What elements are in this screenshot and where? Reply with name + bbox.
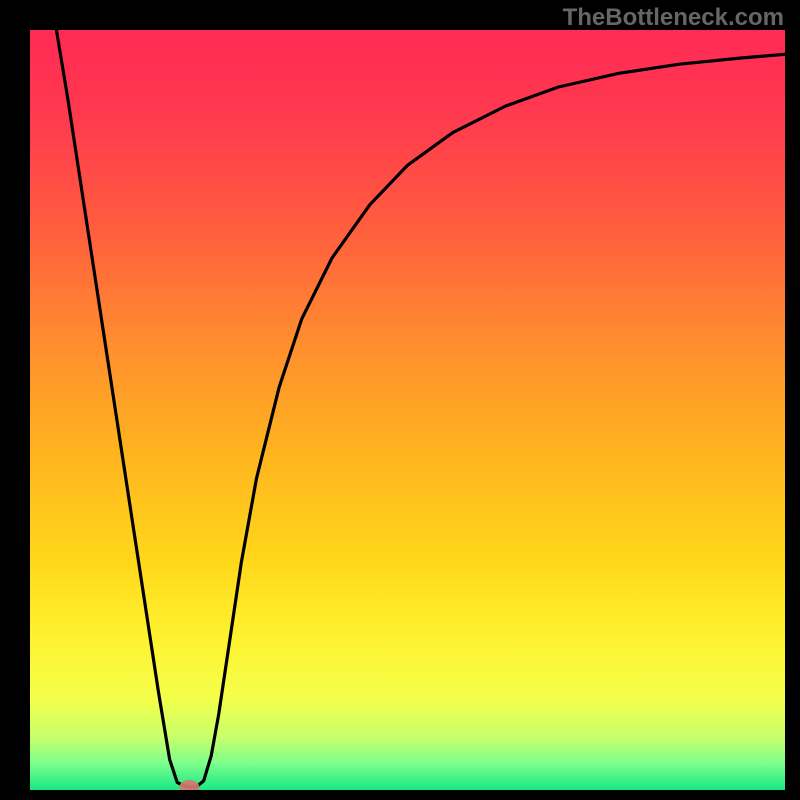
watermark-text: TheBottleneck.com [563,4,784,32]
gradient-background [30,30,785,790]
figure: TheBottleneck.com [0,0,800,800]
